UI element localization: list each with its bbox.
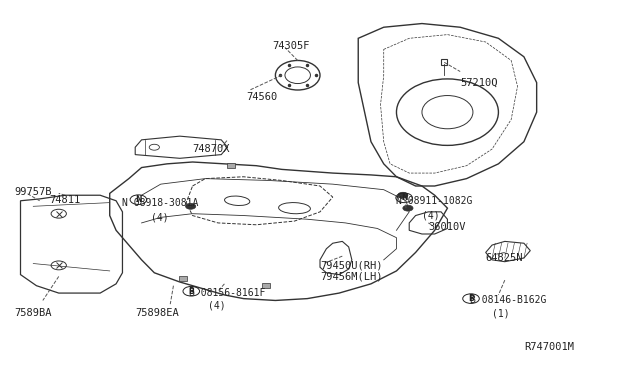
Text: 36010V: 36010V <box>428 222 466 232</box>
Text: 74305F: 74305F <box>272 41 310 51</box>
Text: B 08146-B162G: B 08146-B162G <box>470 295 546 305</box>
Text: (4): (4) <box>422 211 440 221</box>
Text: N: N <box>401 193 408 202</box>
Text: B: B <box>188 287 194 296</box>
Circle shape <box>397 192 408 198</box>
Text: 57210Q: 57210Q <box>460 78 498 88</box>
Text: (4): (4) <box>209 301 226 311</box>
Bar <box>179 276 187 280</box>
Text: 75898EA: 75898EA <box>135 308 179 318</box>
Text: R747001M: R747001M <box>524 341 574 352</box>
Text: N: N <box>135 195 141 204</box>
Text: N 08911-1082G: N 08911-1082G <box>396 196 473 206</box>
Circle shape <box>403 205 413 211</box>
Bar <box>262 283 269 288</box>
Text: 74811: 74811 <box>49 195 81 205</box>
Text: 79450U(RH): 79450U(RH) <box>320 260 383 270</box>
Text: (4): (4) <box>151 212 169 222</box>
Text: 64825N: 64825N <box>486 253 523 263</box>
Circle shape <box>186 203 196 209</box>
Text: 79456M(LH): 79456M(LH) <box>320 272 383 282</box>
Bar <box>227 163 235 168</box>
Text: B 08156-8161F: B 08156-8161F <box>189 288 266 298</box>
Text: 99757B: 99757B <box>14 186 52 196</box>
Text: 74560: 74560 <box>246 92 278 102</box>
Text: 74870X: 74870X <box>193 144 230 154</box>
Text: (1): (1) <box>492 308 509 318</box>
Text: 7589BA: 7589BA <box>14 308 52 318</box>
Text: B: B <box>468 294 474 303</box>
Text: N 08918-3081A: N 08918-3081A <box>122 198 199 208</box>
